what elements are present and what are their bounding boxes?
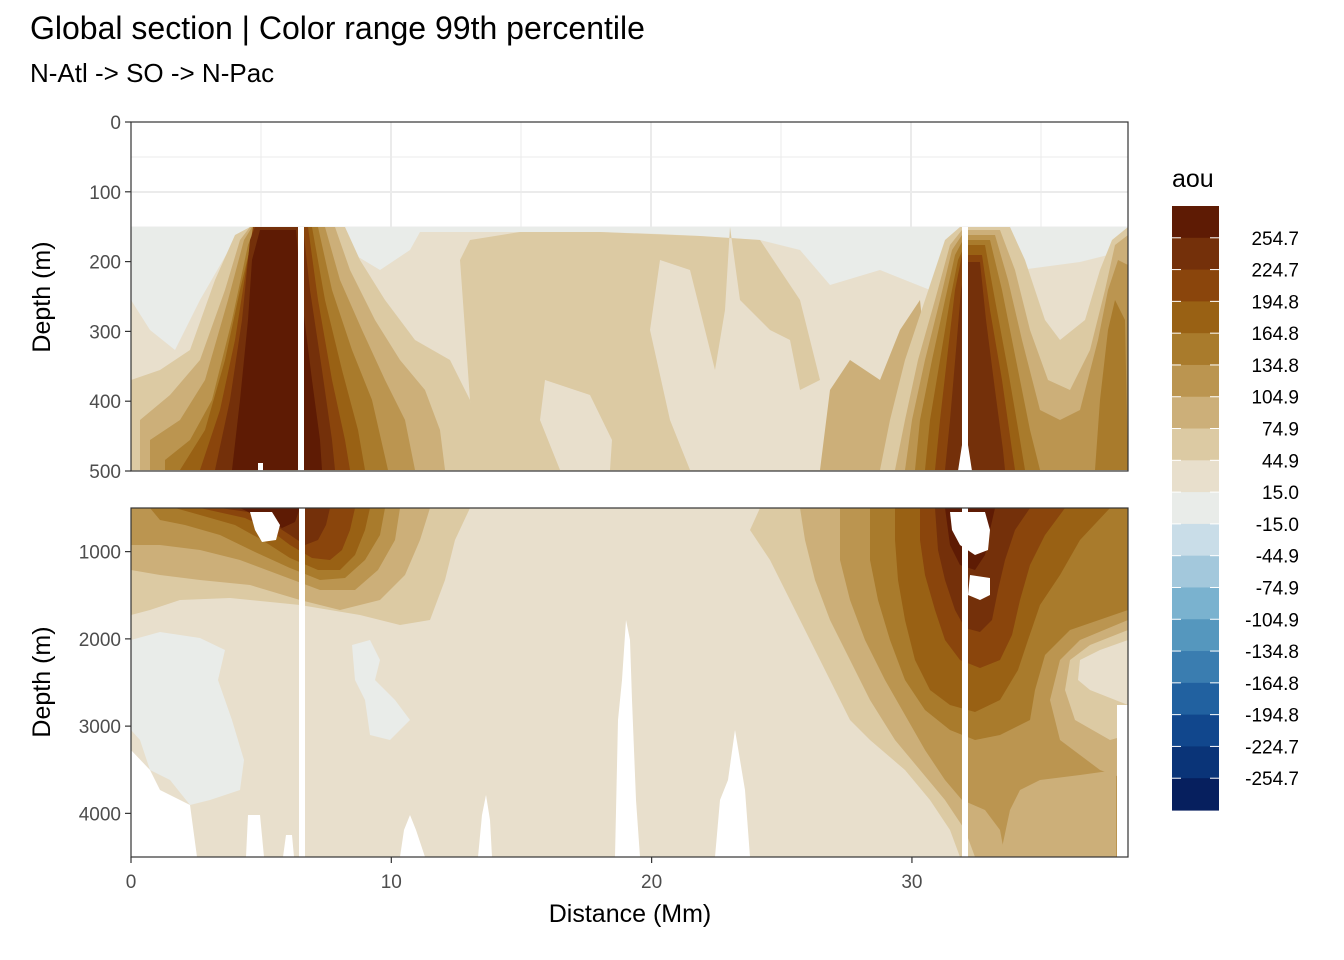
x-axis-title: Distance (Mm)	[549, 900, 712, 928]
legend-label: -15.0	[1256, 515, 1299, 536]
x-tick-label: 10	[381, 872, 402, 893]
x-tick-label: 20	[641, 872, 662, 893]
legend-swatch	[1172, 523, 1219, 557]
aou-fill-upper	[131, 227, 1128, 471]
legend-swatch	[1172, 555, 1219, 589]
legend-swatch	[1172, 778, 1219, 811]
aou-fill-lower	[131, 508, 1128, 857]
legend-swatch	[1172, 364, 1219, 398]
legend-title: aou	[1172, 165, 1214, 193]
legend-label: 134.8	[1251, 356, 1299, 377]
legend-label: -104.9	[1245, 610, 1299, 631]
legend-swatch	[1172, 269, 1219, 302]
y-tick-label-upper: 500	[89, 462, 121, 483]
legend-label: 104.9	[1251, 388, 1299, 409]
y-tick-label-upper: 0	[110, 113, 121, 134]
legend-label: -194.8	[1245, 706, 1299, 727]
legend-swatch	[1172, 619, 1219, 652]
legend-labels: 254.7 224.7 194.8 164.8 134.8 104.9 74.9 44.9 15…	[1245, 229, 1299, 790]
legend: aou 254.7 224.7 194.8 164.8 134.8 104.9 74.9 44…	[1172, 165, 1299, 811]
y-tick-label-lower: 3000	[79, 717, 121, 738]
y-axis-upper: 0 100 200 300 400 500	[89, 113, 131, 483]
panel-lower	[130, 507, 1129, 858]
legend-swatch	[1172, 746, 1219, 779]
legend-swatch	[1172, 396, 1219, 430]
legend-colorbar	[1172, 206, 1219, 811]
legend-swatch	[1172, 682, 1219, 716]
legend-label: -74.9	[1256, 578, 1299, 599]
legend-swatch	[1172, 206, 1219, 239]
legend-swatch	[1172, 651, 1219, 684]
legend-label: 15.0	[1262, 483, 1299, 504]
legend-swatch	[1172, 428, 1219, 461]
x-axis: 0 10 20 30	[126, 857, 923, 893]
x-tick-label: 30	[901, 872, 922, 893]
chart-subtitle: N-Atl -> SO -> N-Pac	[30, 58, 275, 88]
y-tick-label-upper: 200	[89, 253, 121, 274]
y-axis-title-upper: Depth (m)	[28, 241, 56, 352]
y-tick-label-lower: 2000	[79, 630, 121, 651]
legend-swatch	[1172, 492, 1219, 525]
legend-label: -164.8	[1245, 674, 1299, 695]
y-tick-label-upper: 400	[89, 392, 121, 413]
y-axis-lower: 1000 2000 3000 4000	[79, 543, 131, 825]
legend-swatch	[1172, 714, 1219, 748]
legend-label: 44.9	[1262, 451, 1299, 472]
legend-label: -134.8	[1245, 642, 1299, 663]
panel-upper	[130, 121, 1129, 472]
y-tick-label-lower: 1000	[79, 543, 121, 564]
y-axis-title-lower: Depth (m)	[28, 626, 56, 737]
y-tick-label-upper: 100	[89, 183, 121, 204]
legend-swatch	[1172, 301, 1219, 334]
y-tick-label-lower: 4000	[79, 804, 121, 825]
legend-label: 74.9	[1262, 420, 1299, 441]
legend-label: -254.7	[1245, 769, 1299, 790]
legend-swatch	[1172, 587, 1219, 620]
legend-label: -224.7	[1245, 737, 1299, 758]
legend-swatch	[1172, 237, 1219, 271]
legend-label: -44.9	[1256, 547, 1299, 568]
legend-swatch	[1172, 460, 1219, 493]
legend-label: 224.7	[1251, 261, 1299, 282]
legend-label: 164.8	[1251, 324, 1299, 345]
x-tick-label: 0	[126, 872, 137, 893]
chart-title: Global section | Color range 99th percen…	[30, 10, 645, 46]
legend-label: 254.7	[1251, 229, 1299, 250]
y-tick-label-upper: 300	[89, 322, 121, 343]
legend-label: 194.8	[1251, 292, 1299, 313]
legend-swatch	[1172, 333, 1219, 366]
